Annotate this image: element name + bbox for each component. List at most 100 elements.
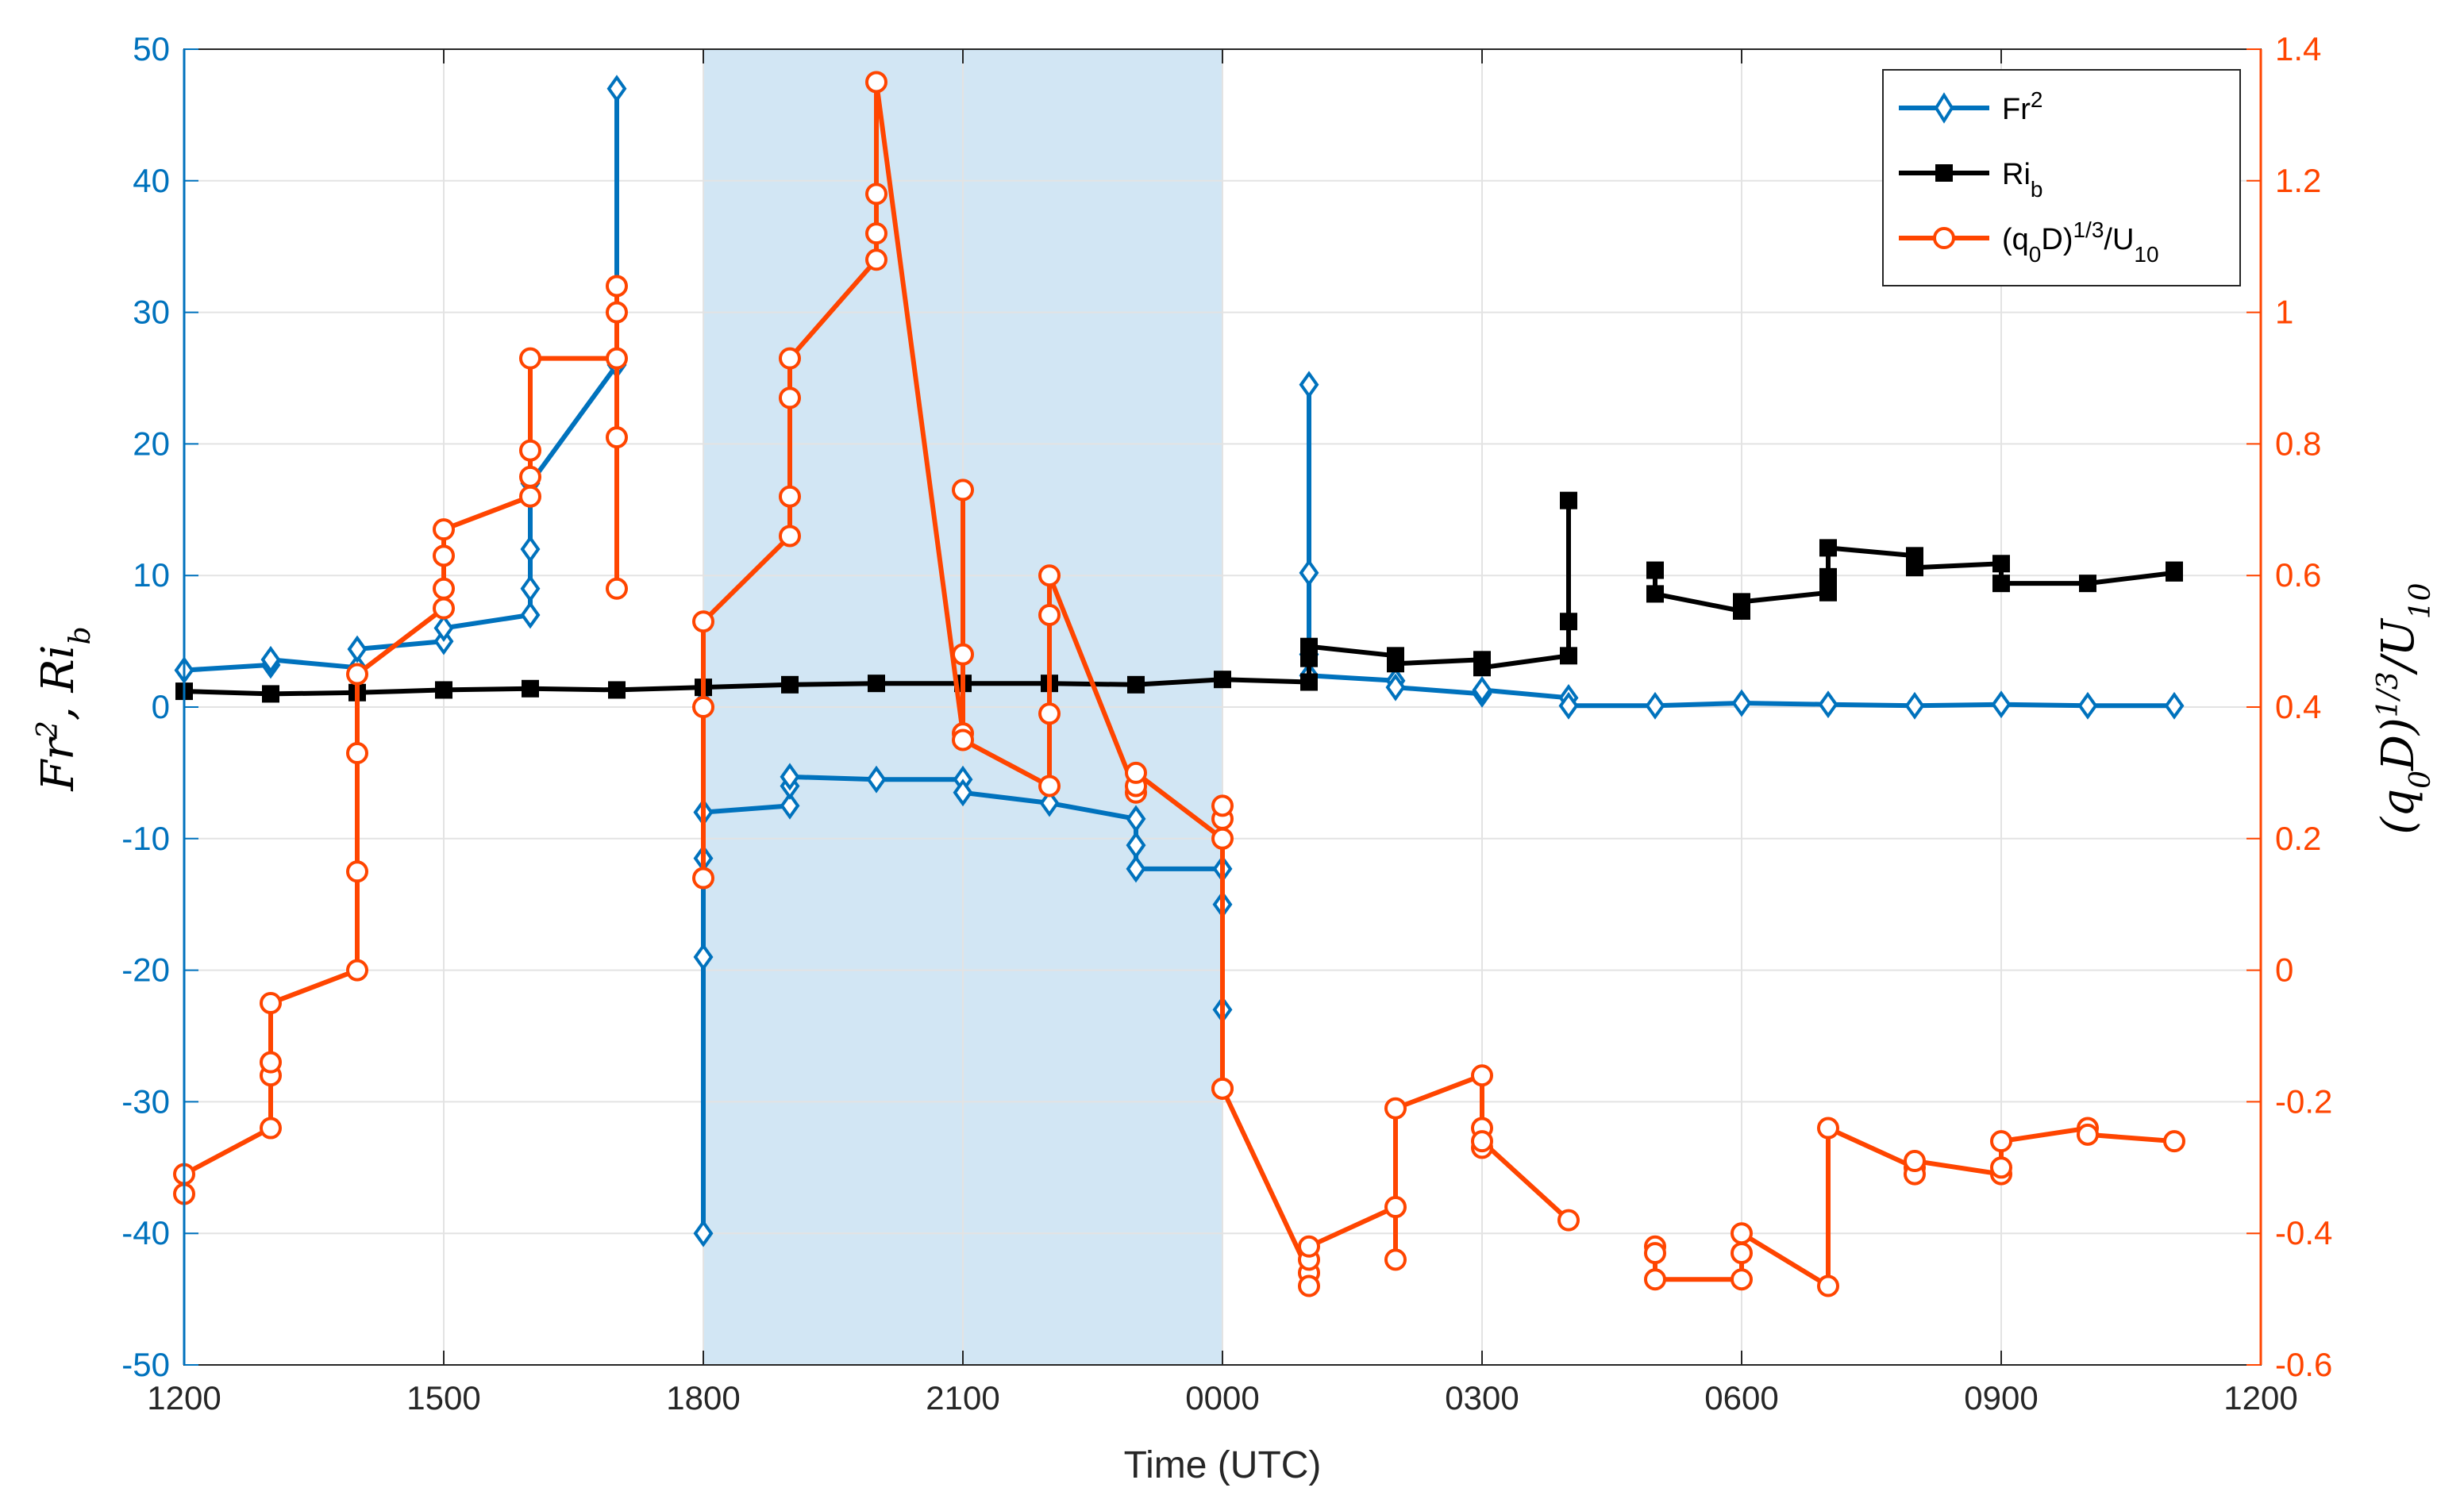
data-point-q0D	[1817, 1274, 1839, 1297]
data-point-Rib	[1906, 559, 1923, 577]
data-point-q0D	[1471, 1064, 1493, 1087]
data-point-q0D	[1384, 1196, 1407, 1219]
series-line-Fr2	[1308, 673, 2174, 709]
data-point-Rib	[1819, 583, 1837, 602]
data-point-Fr2	[347, 635, 368, 663]
data-point-Fr2	[1645, 691, 1665, 720]
data-point-q0D	[346, 742, 368, 765]
data-point-Fr2	[1126, 805, 1146, 833]
y-left-tick-label: -10	[121, 820, 170, 857]
data-point-Fr2	[520, 535, 541, 563]
y-right-tick-label: -0.2	[2275, 1082, 2332, 1120]
data-point-q0D	[1038, 603, 1061, 626]
data-point-q0D	[779, 485, 801, 508]
data-point-Rib	[1127, 675, 1145, 694]
y-left-label-ri: Ri	[33, 644, 84, 693]
data-point-q0D	[1384, 1248, 1407, 1271]
data-point-q0D	[865, 183, 887, 206]
data-point-Rib	[1646, 585, 1664, 603]
x-tick-label: 1800	[666, 1379, 740, 1417]
data-point-q0D	[1298, 1235, 1320, 1258]
data-point-q0D	[1557, 1209, 1580, 1232]
data-point-q0D	[1731, 1222, 1753, 1245]
y-axis-right-label: (q0D)1/3/U10	[2372, 582, 2437, 834]
data-point-Rib	[868, 675, 885, 693]
data-point-Rib	[1560, 491, 1577, 509]
data-point-q0D	[865, 71, 887, 94]
y-axis-left-label: Fr2, Rib	[32, 626, 97, 791]
series-layer	[173, 71, 2185, 1297]
data-point-Rib	[2079, 575, 2096, 593]
y-right-label-open: (q	[2373, 789, 2424, 835]
data-point-Rib	[1819, 567, 1837, 586]
data-point-q0D	[606, 301, 628, 324]
data-point-q0D	[433, 597, 455, 620]
y-left-tick-label: -40	[121, 1214, 170, 1251]
y-left-label-sep: ,	[33, 692, 84, 721]
y-left-tick-label: -20	[121, 951, 170, 989]
data-point-q0D	[1990, 1156, 2012, 1179]
data-point-q0D	[260, 1051, 282, 1074]
ticks: 1200 1500 1800 2100 0000 0300 0600 0900 12005040…	[121, 30, 2332, 1417]
data-point-q0D	[1211, 827, 1234, 850]
data-point-Fr2	[1991, 690, 2012, 719]
y-left-label-fr: Fr	[33, 736, 84, 792]
x-tick-label: 0300	[1445, 1379, 1519, 1417]
data-point-q0D	[692, 696, 714, 718]
data-point-Fr2	[780, 791, 800, 820]
x-tick-label: 0900	[1964, 1379, 2038, 1417]
data-point-Rib	[1300, 637, 1318, 655]
y-left-label-ri-sub: b	[64, 626, 97, 644]
y-left-tick-label: 40	[133, 162, 170, 199]
data-point-q0D	[779, 525, 801, 548]
y-right-tick-label: 0.6	[2275, 556, 2321, 594]
data-point-q0D	[865, 222, 887, 245]
data-point-q0D	[1038, 564, 1061, 587]
data-point-Fr2	[2164, 691, 2185, 720]
y-left-tick-label: -30	[121, 1082, 170, 1120]
y-right-tick-label: 1	[2275, 294, 2293, 331]
data-point-q0D	[346, 860, 368, 883]
legend-label-rib: Rib	[2002, 158, 2042, 202]
data-point-q0D	[1817, 1117, 1839, 1140]
data-point-q0D	[1471, 1130, 1493, 1153]
data-point-q0D	[606, 577, 628, 600]
data-point-Rib	[1560, 613, 1577, 631]
y-right-tick-label: 0.4	[2275, 688, 2321, 725]
data-point-q0D	[1125, 761, 1147, 784]
y-left-tick-label: 50	[133, 30, 170, 67]
data-point-Fr2	[520, 601, 541, 629]
data-point-q0D	[692, 867, 714, 890]
x-tick-label: 1200	[2223, 1379, 2297, 1417]
data-point-Fr2	[693, 1219, 714, 1247]
data-point-Fr2	[780, 763, 800, 791]
data-point-Rib	[1473, 659, 1491, 677]
data-point-q0D	[519, 439, 541, 462]
y-right-tick-label: 0	[2275, 951, 2293, 989]
y-left-label-fr-sup: 2	[32, 721, 64, 740]
y-left-tick-label: 30	[133, 294, 170, 331]
data-point-Rib	[262, 685, 279, 703]
data-point-q0D	[2163, 1130, 2185, 1153]
data-point-q0D	[606, 426, 628, 449]
y-left-tick-label: 0	[152, 688, 170, 725]
data-point-Fr2	[693, 943, 714, 971]
data-point-Fr2	[1299, 371, 1319, 399]
data-point-q0D	[1990, 1130, 2012, 1153]
data-point-Fr2	[1385, 673, 1406, 702]
data-point-q0D	[606, 347, 628, 370]
y-right-tick-label: -0.4	[2275, 1214, 2332, 1251]
y-left-tick-label: 10	[133, 556, 170, 594]
data-point-Fr2	[1299, 559, 1319, 587]
y-left-tick-label: -50	[121, 1346, 170, 1383]
data-point-q0D	[779, 347, 801, 370]
data-point-Fr2	[866, 765, 887, 794]
data-point-Fr2	[1818, 690, 1838, 719]
y-right-tick-label: 1.2	[2275, 162, 2321, 199]
data-point-Fr2	[1472, 676, 1492, 704]
data-point-Fr2	[433, 614, 454, 642]
data-point-q0D	[865, 248, 887, 271]
data-point-q0D	[1038, 775, 1061, 798]
data-point-q0D	[1731, 1242, 1753, 1265]
